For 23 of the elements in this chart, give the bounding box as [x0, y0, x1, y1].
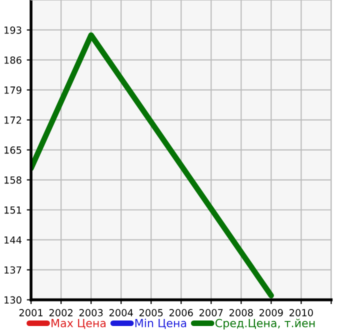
x-tick-label: 2006 — [169, 309, 193, 316]
y-tick-label: 158 — [4, 176, 22, 184]
legend-label: Max Цена — [52, 319, 106, 329]
x-tick-label: 2002 — [49, 309, 72, 316]
y-tick-label: 193 — [4, 26, 22, 34]
y-tick-label: 179 — [4, 86, 22, 94]
x-tick-label: 2007 — [199, 309, 223, 316]
x-tick-label: 2001 — [19, 309, 43, 316]
x-tick-label: 2005 — [139, 309, 163, 316]
x-tick-label: 2009 — [260, 309, 283, 316]
y-tick-label: 137 — [4, 266, 22, 274]
y-tick-label: 144 — [4, 236, 22, 244]
y-tick-label: 165 — [4, 146, 22, 154]
x-tick-label: 2010 — [290, 309, 313, 316]
legend-label: Сред.Цена, т.йен — [215, 318, 315, 330]
x-tick-label: 2004 — [109, 309, 133, 316]
y-tick-label: 186 — [4, 56, 22, 64]
legend-label: Min Цена — [135, 318, 186, 329]
y-tick-label: 130 — [4, 296, 22, 304]
x-tick-label: 2008 — [229, 309, 253, 316]
y-tick-label: 172 — [4, 116, 22, 124]
y-tick-label: 151 — [4, 206, 22, 214]
x-tick-label: 2003 — [79, 309, 103, 316]
